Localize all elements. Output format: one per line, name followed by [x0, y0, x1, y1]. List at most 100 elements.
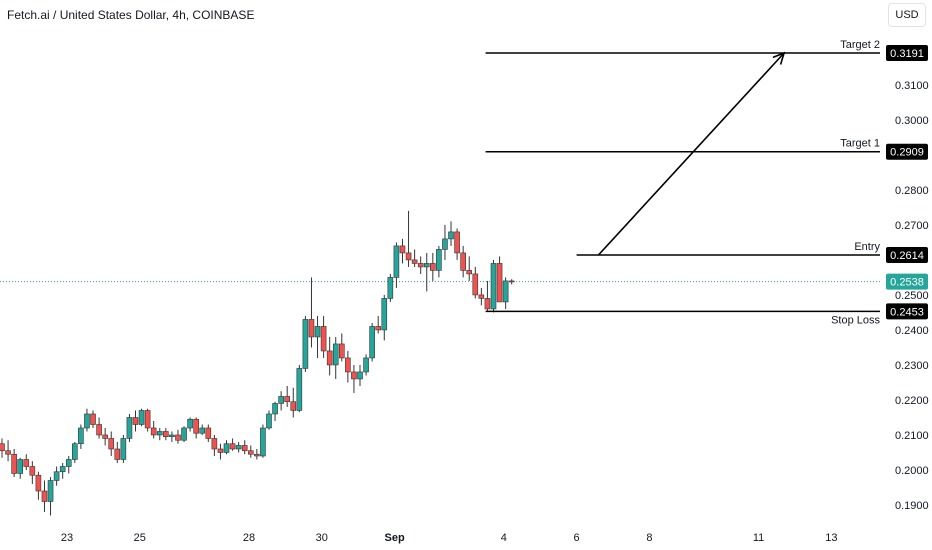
candle	[217, 443, 224, 460]
candle	[84, 408, 90, 432]
currency-button[interactable]: USD	[888, 3, 926, 27]
candle	[381, 294, 388, 341]
candle	[247, 445, 254, 458]
entry-price-label: 0.2614	[890, 250, 924, 262]
last-price-box	[886, 273, 928, 290]
candle-body	[205, 427, 212, 439]
candle	[102, 427, 108, 446]
target-2-price-label: 0.3191	[890, 48, 924, 60]
candle-body	[114, 448, 121, 460]
candle	[508, 279, 515, 285]
candle-body	[78, 427, 84, 445]
candle	[163, 427, 169, 441]
candle	[363, 354, 369, 376]
candle-body	[284, 396, 290, 403]
candle	[314, 315, 321, 358]
candle-body	[59, 466, 66, 473]
candle	[393, 242, 400, 288]
candle	[284, 385, 290, 407]
candle	[65, 455, 72, 474]
candle	[187, 417, 193, 432]
x-tick-label: 28	[243, 532, 255, 544]
candle-body	[320, 326, 327, 352]
candle	[411, 249, 418, 267]
x-tick-label: 30	[316, 532, 328, 544]
candle	[229, 438, 236, 451]
candle-body	[144, 410, 151, 429]
candle	[169, 431, 175, 442]
candle	[175, 429, 181, 444]
candle-body	[393, 245, 400, 278]
candle-body	[411, 259, 418, 264]
y-tick-label: 0.2000	[895, 465, 929, 477]
candle-body	[132, 417, 139, 425]
candle-body	[84, 413, 90, 429]
candle-body	[72, 443, 78, 460]
candle-body	[120, 438, 127, 460]
candle	[496, 256, 503, 303]
candle	[302, 315, 309, 372]
candle	[260, 424, 266, 458]
candle-body	[339, 343, 345, 359]
candle-body	[442, 238, 448, 250]
candle-body	[472, 273, 479, 296]
candle	[466, 256, 473, 281]
candle	[320, 315, 327, 358]
stop-loss-label: Stop Loss	[831, 314, 880, 326]
candle-body	[508, 280, 515, 283]
candle-body	[302, 319, 309, 369]
target-1-price-box	[886, 143, 928, 160]
candle	[430, 252, 436, 281]
candle	[59, 462, 66, 479]
target-2-price-box	[886, 45, 928, 61]
candle-body	[35, 474, 42, 492]
candle-body	[108, 438, 115, 450]
candle	[205, 424, 212, 442]
candle	[399, 238, 406, 264]
candle	[223, 440, 230, 455]
candle-body	[430, 263, 436, 271]
candle	[332, 336, 339, 379]
candle-body	[314, 326, 321, 338]
candle	[138, 408, 145, 427]
candle	[150, 420, 157, 439]
candle	[369, 322, 375, 362]
candle-body	[138, 410, 145, 425]
candle-body	[53, 471, 60, 481]
candle	[35, 471, 42, 500]
candle-body	[126, 417, 133, 439]
candle-body	[90, 413, 96, 425]
candle	[5, 440, 11, 462]
candle-body	[454, 231, 460, 254]
candle	[53, 466, 60, 486]
candle	[78, 424, 84, 449]
candle-body	[65, 459, 72, 467]
y-tick-label: 0.2700	[895, 220, 929, 232]
candle	[442, 224, 448, 260]
candle	[132, 410, 139, 432]
candle-body	[484, 298, 491, 310]
candle-body	[5, 450, 11, 455]
y-tick-label: 0.2100	[895, 430, 929, 442]
candle	[436, 245, 442, 278]
target-1-label: Target 1	[840, 138, 880, 150]
candle	[484, 280, 491, 311]
candle-body	[150, 427, 157, 436]
candle-body	[217, 448, 224, 453]
candle-body	[260, 427, 266, 457]
candle-body	[278, 396, 284, 404]
candle-body	[0, 443, 5, 452]
candle-body	[448, 231, 454, 240]
candle-body	[405, 252, 412, 261]
candle	[41, 480, 48, 513]
candle-body	[254, 453, 260, 457]
candle-body	[478, 294, 485, 299]
candle-body	[241, 445, 248, 452]
candle-body	[369, 326, 375, 359]
candle-body	[436, 249, 442, 271]
y-tick-label: 0.2200	[895, 395, 929, 407]
candle-body	[181, 427, 187, 441]
candle	[266, 410, 272, 430]
candle	[114, 441, 121, 463]
